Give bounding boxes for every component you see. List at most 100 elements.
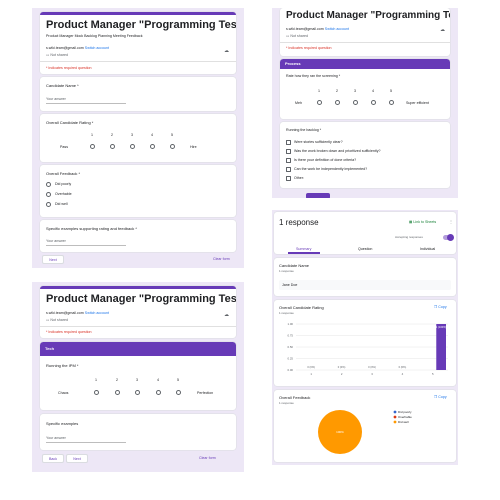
form-page-tech: Product Manager "Programming Test" s.wik… [32, 282, 244, 472]
question-overall-rating: Overall Candidate Rating * 1 2 3 4 5 Pas… [40, 114, 236, 162]
backlog-checkbox-1[interactable] [286, 140, 291, 145]
required-note: * Indicates required question [46, 66, 92, 70]
rating-radio-2[interactable] [110, 144, 115, 149]
scale-high-label: Hire [190, 145, 197, 149]
examples-input[interactable]: Your answer [46, 239, 66, 243]
header-divider [280, 42, 450, 43]
x-tick-label: 1 [310, 372, 312, 376]
share-icon: ▭ [46, 318, 50, 322]
backlog-checkbox-2[interactable] [286, 149, 291, 154]
next-button[interactable] [306, 193, 330, 198]
bar-5 [436, 324, 446, 370]
rating-radio-1[interactable] [90, 144, 95, 149]
ipm-radio-2[interactable] [115, 390, 120, 395]
scale-label-4: 4 [157, 378, 159, 382]
scale-label-2: 2 [111, 133, 113, 137]
screening-radio-1[interactable] [317, 100, 322, 105]
scale-label-1: 1 [91, 133, 93, 137]
examples-input[interactable]: Your answer [46, 436, 66, 440]
ipm-radio-3[interactable] [135, 390, 140, 395]
legend-entry: Overhable [398, 415, 412, 419]
cloud-icon: ☁ [224, 312, 229, 318]
account-email: s.wiki.team@gmail.com Switch account [286, 27, 349, 31]
question-label: Running the IPM * [46, 363, 79, 368]
summary-question-title: Overall Candidate Rating [279, 305, 324, 310]
backlog-checkbox-4[interactable] [286, 167, 291, 172]
active-tab-indicator [288, 252, 320, 254]
screening-radio-3[interactable] [353, 100, 358, 105]
next-button[interactable]: Next [42, 255, 64, 264]
feedback-option-1: Did poorly [55, 182, 72, 186]
screening-radio-4[interactable] [371, 100, 376, 105]
y-tick-label: 0.50 [288, 345, 294, 349]
ipm-radio-4[interactable] [156, 390, 161, 395]
tab-individual[interactable]: Individual [420, 247, 436, 251]
required-note: * Indicates required question [286, 46, 332, 50]
backlog-option-5: Other: [294, 176, 304, 180]
scale-low-label: Meh [295, 101, 302, 105]
summary-response-count: 1 response [279, 311, 294, 315]
tab-question[interactable]: Question [358, 247, 373, 251]
answer-text: Jane Doe [282, 283, 298, 287]
section-process-card: Process Rate how they ran the screening … [280, 59, 450, 119]
question-label: Specific examples supporting rating and … [46, 226, 137, 231]
backlog-checkbox-5[interactable] [286, 176, 291, 181]
switch-account-link[interactable]: Switch account [84, 311, 109, 315]
copy-chart-button[interactable]: ❐ Copy [434, 305, 447, 309]
rating-radio-5[interactable] [170, 144, 175, 149]
data-label: 1 (100%) [436, 325, 447, 329]
scale-low-label: Pass [60, 145, 68, 149]
form-title: Product Manager "Programming Test" [286, 10, 450, 21]
link-to-sheets-button[interactable]: ▦ Link to Sheets [409, 220, 437, 224]
x-tick-label: 3 [371, 372, 373, 376]
scale-label-3: 3 [131, 133, 133, 137]
form-header-card: Product Manager "Programming Test" s.wik… [40, 286, 236, 338]
ipm-radio-1[interactable] [94, 390, 99, 395]
feedback-radio-3[interactable] [46, 202, 51, 207]
scale-label-2: 2 [336, 89, 338, 93]
question-label: Running the backlog * [286, 128, 322, 132]
screening-radio-2[interactable] [335, 100, 340, 105]
scale-high-label: Perfection [197, 391, 214, 395]
legend-entry: Did well [398, 420, 409, 424]
switch-account-link[interactable]: Switch account [84, 46, 109, 50]
backlog-checkbox-3[interactable] [286, 158, 291, 163]
accepting-toggle[interactable] [443, 234, 454, 241]
input-underline [46, 103, 126, 104]
form-title: Product Manager "Programming Test" [46, 19, 236, 31]
more-options-icon[interactable]: ⋮ [449, 219, 453, 224]
screening-radio-5[interactable] [389, 100, 394, 105]
question-label: Overall Candidate Rating * [46, 120, 94, 125]
candidate-name-input[interactable]: Your answer [46, 97, 66, 101]
pie-slice-2 [318, 410, 362, 454]
tab-summary[interactable]: Summary [296, 247, 312, 251]
back-button[interactable]: Back [42, 454, 64, 463]
copy-chart-button[interactable]: ❐ Copy [434, 395, 447, 399]
clear-form-link[interactable]: Clear form [199, 456, 216, 460]
rating-bar-chart: 1.00 0.75 0.50 0.25 0.00 0 (0%) 1 0 (0%) 2 0 (0%)… [288, 322, 448, 376]
next-button[interactable]: Next [66, 454, 88, 463]
rating-radio-4[interactable] [150, 144, 155, 149]
rating-radio-3[interactable] [130, 144, 135, 149]
account-email: s.wiki.team@gmail.com Switch account [46, 311, 109, 315]
section-tech-card: Tech Running the IPM * 1 2 3 4 5 Chaos P… [40, 342, 236, 410]
clear-form-link[interactable]: Clear form [213, 257, 230, 261]
backlog-option-4: Can the work be independently implemente… [294, 167, 368, 171]
input-underline [46, 245, 126, 246]
legend-swatch [393, 415, 397, 419]
y-tick-label: 0.75 [288, 334, 294, 338]
question-label: Candidate Name * [46, 83, 79, 88]
question-specific-examples: Specific examples supporting rating and … [40, 220, 236, 252]
feedback-radio-1[interactable] [46, 182, 51, 187]
question-label: Rate how they ran the screening * [286, 74, 341, 78]
ipm-radio-5[interactable] [176, 390, 181, 395]
question-candidate-name: Candidate Name * Your answer [40, 77, 236, 111]
summary-response-count: 1 response [279, 269, 294, 273]
cloud-icon: ☁ [224, 48, 229, 54]
scale-label-3: 3 [136, 378, 138, 382]
feedback-radio-2[interactable] [46, 192, 51, 197]
switch-account-link[interactable]: Switch account [324, 27, 349, 31]
accent-bar [40, 286, 236, 289]
scale-high-label: Super efficient [406, 101, 429, 105]
summary-question-title: Overall Feedback [279, 395, 311, 400]
